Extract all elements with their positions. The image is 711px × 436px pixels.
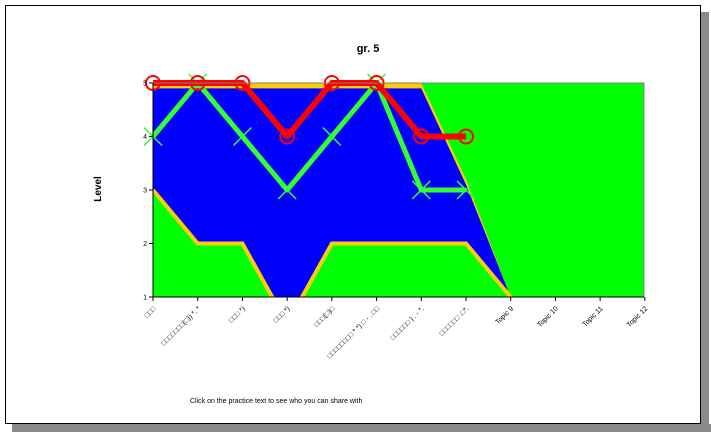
point-x-marker — [411, 180, 431, 200]
plot-area — [143, 73, 644, 297]
y-tick-label: 1 — [143, 295, 147, 302]
area-series-3 — [153, 190, 511, 297]
x-tick-label: □□□□□□□(□)) *. * — [160, 305, 202, 347]
chart-title: gr. 5 — [357, 43, 380, 55]
frame-shadow-bottom — [12, 424, 711, 432]
x-tick-label: □□□ *) — [273, 305, 292, 324]
point-x-marker — [277, 180, 297, 200]
x-tick-label: □□□□□□ .□*. — [438, 305, 470, 337]
x-tick-label: Topic 9 — [494, 305, 515, 326]
frame-shadow-right — [701, 12, 709, 432]
y-tick-label: 3 — [143, 188, 147, 195]
x-tick-label: □□□(□)□ — [313, 305, 337, 329]
x-tick-label: Topic 12 — [626, 305, 649, 328]
x-tick-label: □□□□□□ ) . - *. — [389, 305, 425, 341]
point-x-marker — [232, 126, 252, 147]
point-x-marker — [322, 126, 342, 147]
point-circle-marker — [413, 128, 430, 145]
x-tick-label: □□□ — [143, 305, 157, 319]
x-tick-label: Topic 10 — [536, 305, 559, 328]
area-edge-line — [153, 188, 513, 297]
y-tick-label: 2 — [143, 241, 147, 248]
x-tick-label: Topic 11 — [582, 305, 605, 328]
point-circle-marker — [458, 128, 474, 145]
y-axis-label: Level — [93, 176, 104, 202]
y-tick-label: 5 — [143, 81, 147, 88]
practice-caption[interactable]: Click on the practice text to see who yo… — [190, 398, 363, 405]
x-tick-label: □□□ *) — [228, 305, 247, 324]
point-x-marker — [456, 180, 476, 200]
series-line-4 — [151, 80, 466, 193]
x-tick-label: □□□□□□□□ * *) □ - . □□ — [326, 305, 381, 360]
point-circle-marker — [279, 128, 296, 145]
y-tick-label: 4 — [143, 134, 147, 141]
